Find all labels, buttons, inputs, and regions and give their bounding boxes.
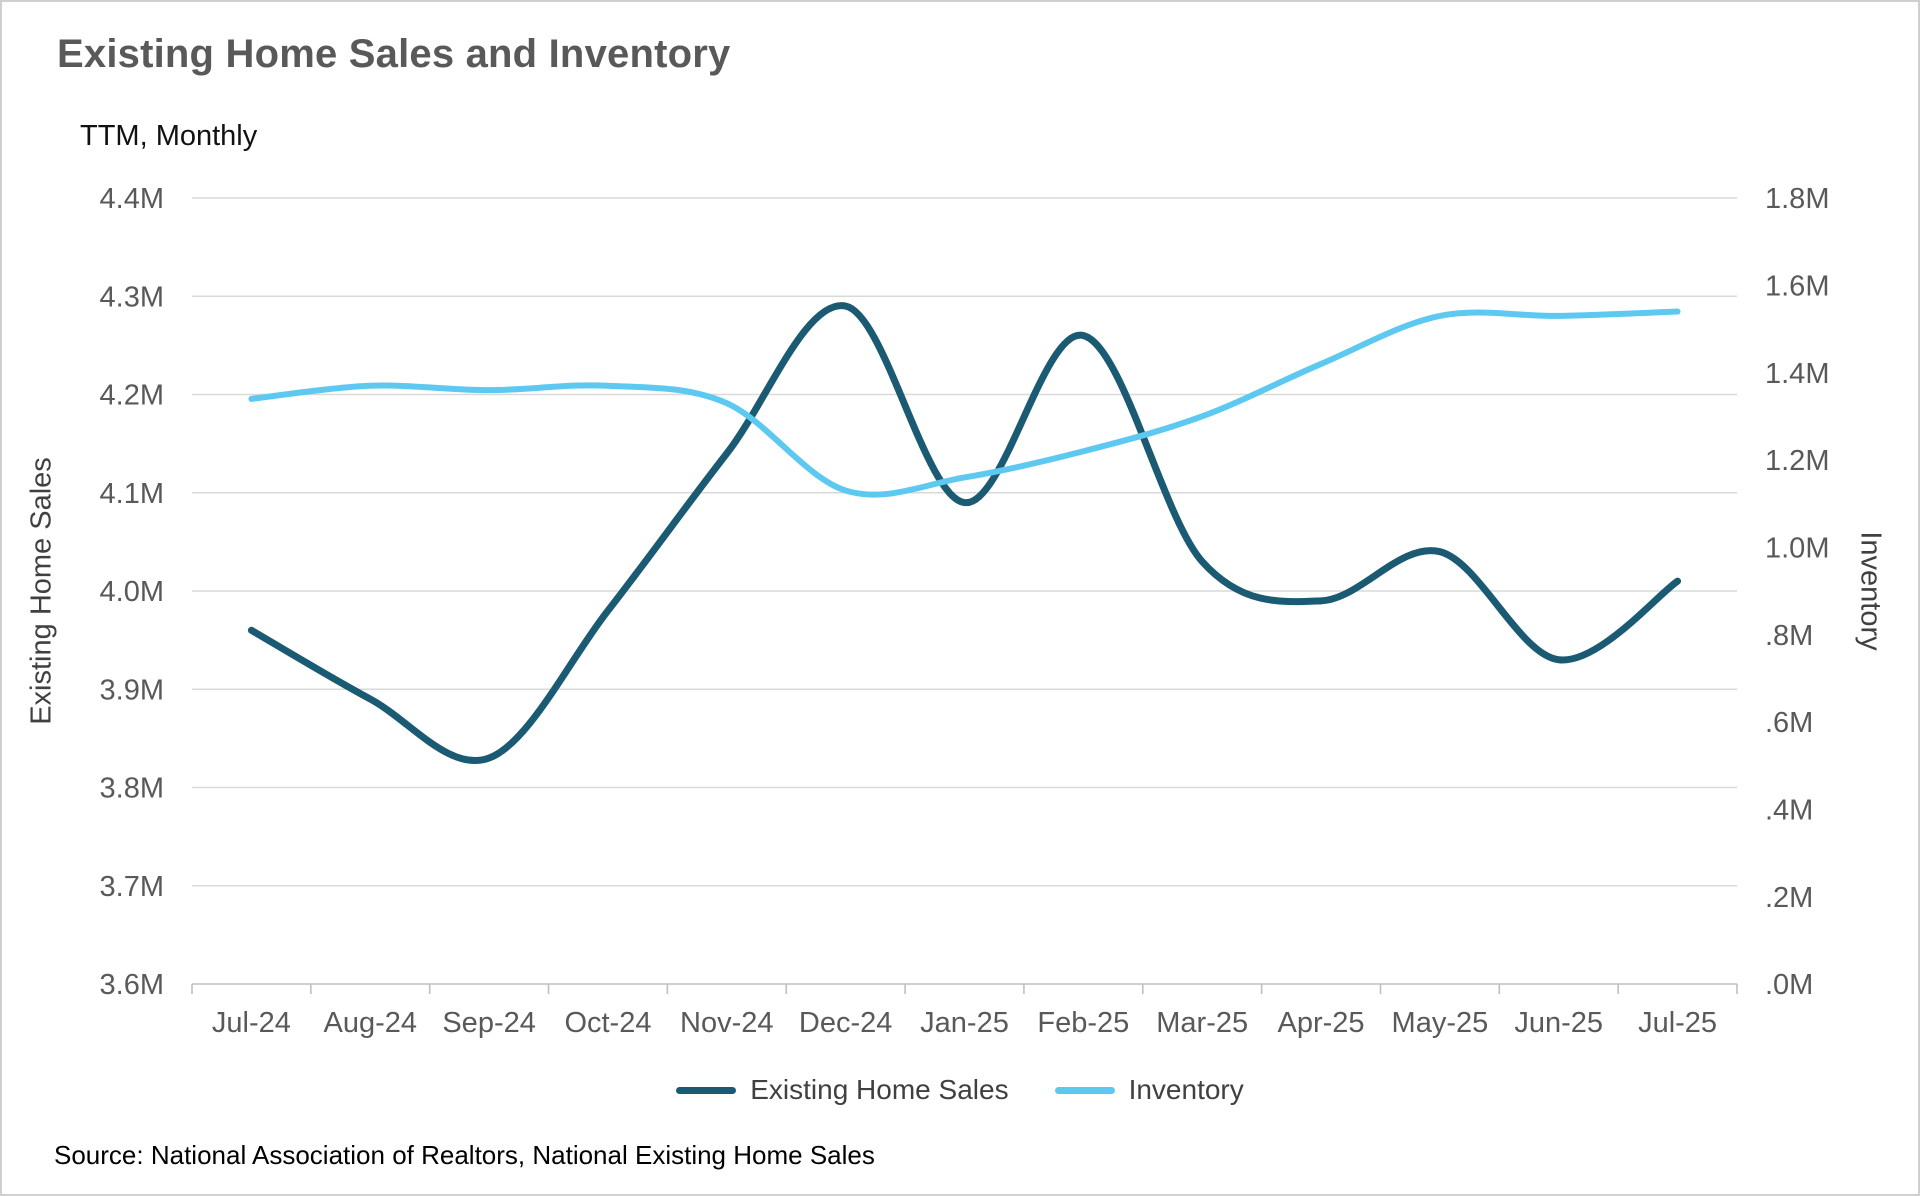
- left-axis-tick-label: 4.4M: [100, 183, 164, 215]
- source-note: Source: National Association of Realtors…: [54, 1140, 875, 1170]
- chart-title: Existing Home Sales and Inventory: [57, 32, 731, 76]
- right-axis-tick-label: .8M: [1765, 620, 1813, 652]
- series-line-existing-home-sales: [247, 302, 1682, 764]
- legend-label-inventory: Inventory: [1128, 1074, 1244, 1105]
- x-axis-label: Nov-24: [680, 1007, 774, 1039]
- x-axis-label: Jan-25: [920, 1007, 1009, 1039]
- right-axis-tick-label: .6M: [1765, 707, 1813, 739]
- left-axis-tick-label: 3.7M: [100, 871, 164, 903]
- x-axis-label: Jul-24: [212, 1007, 291, 1039]
- legend-swatch-inventory: [1054, 1086, 1115, 1094]
- right-axis-tick-label: 1.2M: [1765, 445, 1829, 477]
- right-axis-tick-label: 1.4M: [1765, 358, 1829, 390]
- right-axis-tick-label: .4M: [1765, 794, 1813, 826]
- left-axis-tick-label: 4.0M: [100, 576, 164, 608]
- left-axis-tick-label: 4.3M: [100, 281, 164, 313]
- left-axis-tick-label: 4.2M: [100, 380, 164, 412]
- right-axis-tick-label: .0M: [1765, 969, 1813, 1001]
- right-axis-title: Inventory: [1854, 531, 1887, 651]
- x-axis-label: Jul-25: [1638, 1007, 1717, 1039]
- left-axis-title: Existing Home Sales: [25, 457, 58, 725]
- legend-label-sales: Existing Home Sales: [750, 1074, 1009, 1105]
- x-axis-label: Dec-24: [799, 1007, 893, 1039]
- left-axis-tick-label: 3.6M: [100, 969, 164, 1001]
- x-axis-label: Feb-25: [1037, 1007, 1129, 1039]
- chart-legend: Existing Home Sales Inventory: [2, 1074, 1918, 1106]
- legend-swatch-sales: [676, 1086, 737, 1094]
- x-axis-label: Aug-24: [324, 1007, 418, 1039]
- left-axis-tick-label: 3.9M: [100, 674, 164, 706]
- x-axis-label: Oct-24: [564, 1007, 651, 1039]
- right-axis-tick-label: 1.6M: [1765, 270, 1829, 302]
- x-axis-label: Sep-24: [442, 1007, 536, 1039]
- legend-item-existing-home-sales: Existing Home Sales: [676, 1074, 1009, 1106]
- right-axis-tick-label: 1.8M: [1765, 183, 1829, 215]
- series-line-inventory: [248, 308, 1681, 498]
- x-axis-label: Mar-25: [1156, 1007, 1248, 1039]
- left-axis-tick-label: 4.1M: [100, 478, 164, 510]
- right-axis-tick-label: .2M: [1765, 882, 1813, 914]
- chart-subtitle: TTM, Monthly: [80, 120, 258, 152]
- x-axis-label: May-25: [1392, 1007, 1489, 1039]
- right-axis-tick-label: 1.0M: [1765, 532, 1829, 564]
- x-axis-label: Jun-25: [1514, 1007, 1603, 1039]
- legend-item-inventory: Inventory: [1054, 1074, 1244, 1106]
- left-axis-tick-label: 3.8M: [100, 773, 164, 805]
- x-axis-label: Apr-25: [1278, 1007, 1365, 1039]
